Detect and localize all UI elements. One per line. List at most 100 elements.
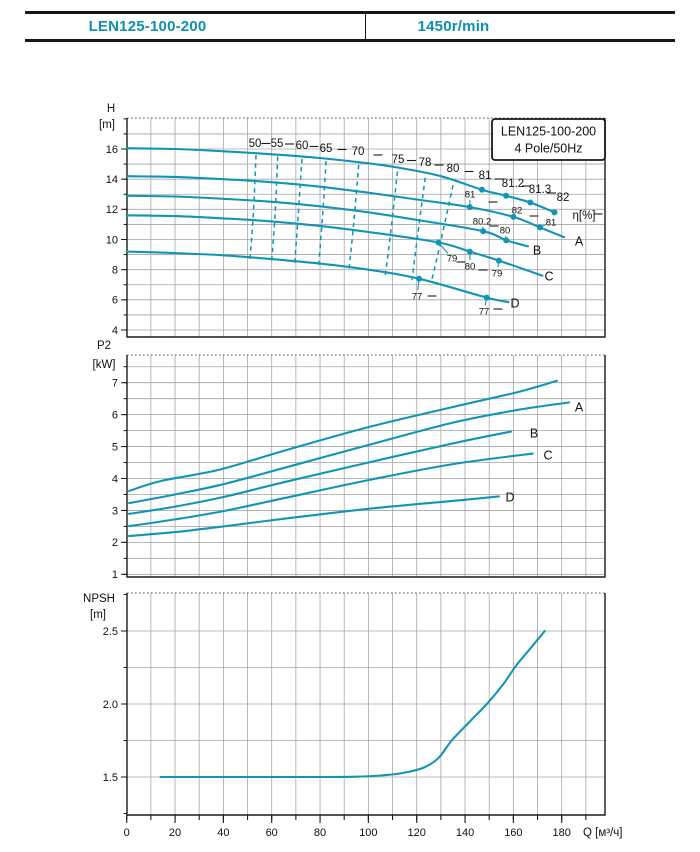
efficiency-marker xyxy=(416,275,423,282)
y-tick-label: 1 xyxy=(112,569,118,581)
y-tick-label: 5 xyxy=(112,441,118,453)
marker-label: 81 xyxy=(546,217,557,228)
contour-label: 60 xyxy=(296,140,309,152)
grid xyxy=(127,593,605,815)
efficiency-contour xyxy=(384,171,399,276)
marker-label: 81 xyxy=(465,189,476,200)
y-tick-label: 2.0 xyxy=(103,699,118,711)
x-tick-label: 140 xyxy=(456,827,474,839)
efficiency-marker xyxy=(466,248,473,255)
efficiency-marker xyxy=(480,228,487,235)
efficiency-marker xyxy=(483,294,490,301)
contour-label: 80 xyxy=(447,163,460,175)
chart-frame xyxy=(126,355,606,578)
axis-unit: [m] xyxy=(99,119,115,131)
contour-label: 75 xyxy=(392,154,405,166)
efficiency-contour xyxy=(430,185,454,283)
curve-C xyxy=(125,214,544,277)
marker-label: 80 xyxy=(500,225,511,236)
x-tick-label: 100 xyxy=(359,827,377,839)
efficiency-contour xyxy=(348,164,360,270)
contour-label: 78 xyxy=(419,157,432,169)
axis-title: H xyxy=(107,103,115,115)
y-ticks xyxy=(121,594,127,814)
y-ticks xyxy=(121,366,127,575)
chart-frame xyxy=(126,118,606,338)
legend-pole: 4 Pole/50Hz xyxy=(514,141,582,155)
y-tick-label: 4 xyxy=(112,325,118,337)
x-tick-label: 60 xyxy=(266,827,278,839)
contour-label: 81.2 xyxy=(502,178,524,190)
marker-label: 82 xyxy=(512,205,523,216)
y-tick-label: 14 xyxy=(106,174,118,186)
axis-unit: [kW] xyxy=(93,359,116,371)
y-tick-label: 8 xyxy=(112,265,118,277)
efficiency-marker xyxy=(503,192,510,199)
efficiency-marker xyxy=(495,257,502,264)
marker-label: 77 xyxy=(412,291,423,302)
curve-letter-C: C xyxy=(544,269,553,283)
curve-letter-C: C xyxy=(543,448,552,462)
efficiency-marker xyxy=(527,199,534,206)
x-tick-label: 80 xyxy=(314,827,326,839)
grid xyxy=(127,355,605,577)
curve-max xyxy=(159,629,546,779)
curve-A xyxy=(128,401,571,505)
efficiency-marker xyxy=(510,213,517,220)
y-tick-label: 16 xyxy=(106,144,118,156)
y-tick-label: 12 xyxy=(106,204,118,216)
y-tick-label: 2.5 xyxy=(103,626,118,638)
curve-D xyxy=(125,250,510,304)
y-tick-label: 1.5 xyxy=(103,772,118,784)
efficiency-marker xyxy=(503,237,510,244)
curve-B xyxy=(128,430,513,515)
y-tick-label: 10 xyxy=(106,234,118,246)
curve-letter-D: D xyxy=(510,296,519,310)
contour-label: 81 xyxy=(479,170,492,182)
efficiency-marker xyxy=(536,224,543,231)
marker-label: 80 xyxy=(465,261,476,272)
marker-label: 77 xyxy=(479,306,490,317)
curve-letter-B: B xyxy=(533,243,541,257)
contour-label: 50 xyxy=(249,138,262,150)
chart-npsh: 2.5 2.0 1.5 NPSH [m] xyxy=(83,592,606,816)
marker-label: 80.2 xyxy=(473,216,492,227)
efficiency-marker xyxy=(466,204,473,211)
chart-head: 16 14 12 10 8 6 4 H [m] 50 55 60 65 70 75 78 80 81 81.2 81.… xyxy=(99,103,606,338)
curve-B xyxy=(125,194,529,248)
x-axis xyxy=(126,815,587,823)
curve-C xyxy=(128,452,534,528)
efficiency-marker xyxy=(551,209,558,216)
chart-power: 7 6 5 4 3 2 1 P2 [kW] A BC D xyxy=(93,340,606,581)
efficiency-contour xyxy=(293,158,303,263)
pump-speed: 1450r/min xyxy=(417,18,490,35)
marker-label: 79 xyxy=(447,253,458,264)
curve-letter-A: A xyxy=(575,400,584,414)
contour-label: 82 xyxy=(557,192,570,204)
efficiency-contour xyxy=(270,156,279,261)
curve-letter-B: B xyxy=(530,426,538,440)
curve-A xyxy=(125,175,566,239)
efficiency-marker xyxy=(435,239,442,246)
curve-D xyxy=(128,495,500,538)
header-model-cell: LEN125-100-200 xyxy=(25,14,366,39)
x-tick-label: 120 xyxy=(408,827,426,839)
contour-label: 65 xyxy=(320,143,333,155)
legend-model: LEN125-100-200 xyxy=(501,124,596,138)
efficiency-marker xyxy=(478,186,485,193)
x-axis-unit: Q [м³/ч] xyxy=(583,827,622,839)
legend-box xyxy=(491,118,606,161)
contour-label: 70 xyxy=(352,146,365,158)
marker-label: 79 xyxy=(492,268,503,279)
y-tick-label: 3 xyxy=(112,505,118,517)
axis-unit: [m] xyxy=(90,609,106,621)
x-tick-label: 0 xyxy=(124,827,130,839)
contour-label: 81.3 xyxy=(529,184,551,196)
y-tick-label: 6 xyxy=(112,409,118,421)
curve-letter-D: D xyxy=(505,490,514,504)
header-bar: LEN125-100-200 1450r/min xyxy=(25,11,675,42)
pump-model: LEN125-100-200 xyxy=(88,18,207,35)
y-tick-label: 6 xyxy=(112,295,118,307)
eta-label: η[%] xyxy=(572,210,595,222)
